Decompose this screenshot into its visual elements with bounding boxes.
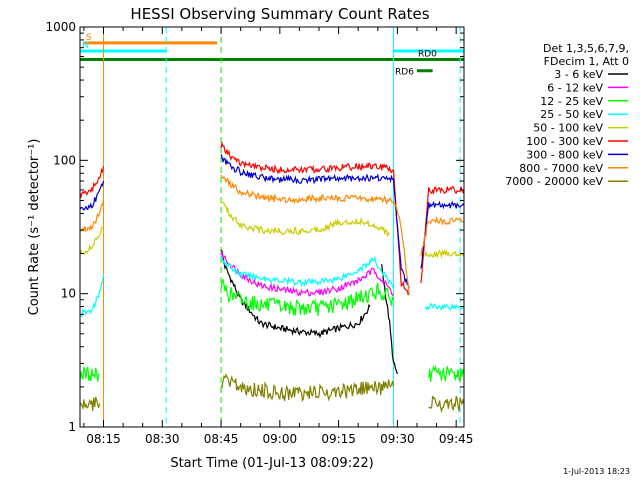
- legend-header: Det 1,3,5,6,7,9,: [543, 42, 629, 55]
- flag-label: N: [82, 41, 89, 51]
- legend-entry: 100 - 300 keV: [526, 135, 603, 148]
- series-line: [79, 396, 101, 412]
- series-line: [220, 278, 395, 317]
- series-line: [79, 274, 105, 318]
- y-axis-label: Count Rate (s⁻¹ detector⁻¹): [27, 139, 42, 316]
- legend-entry: 300 - 800 keV: [526, 148, 603, 161]
- y-tick-label: 1000: [45, 20, 76, 34]
- series-line: [79, 166, 105, 199]
- series-line: [428, 364, 465, 384]
- series-line: [220, 254, 394, 289]
- x-axis-label: Start Time (01-Jul-13 08:09:22): [170, 456, 373, 471]
- legend-entry: 800 - 7000 keV: [519, 162, 603, 175]
- series-line: [220, 140, 410, 296]
- x-tick-label: 09:30: [380, 432, 415, 446]
- x-tick-label: 08:45: [204, 432, 239, 446]
- x-tick-label: 08:30: [145, 432, 180, 446]
- y-tick-label: 10: [61, 287, 76, 301]
- flag-label: RD0: [418, 50, 437, 60]
- series-line: [79, 225, 104, 255]
- y-axis: 1 10 100 1000: [45, 20, 464, 434]
- series-line: [79, 200, 105, 233]
- x-tick-label: 09:45: [439, 432, 474, 446]
- series-line: [220, 249, 371, 339]
- legend-entry: 25 - 50 keV: [540, 108, 603, 121]
- series-line: [220, 174, 410, 294]
- series-line: [220, 154, 410, 289]
- series-line: [220, 200, 391, 238]
- flag-label: RD6: [395, 68, 414, 78]
- series-line: [420, 186, 465, 284]
- flag-label: S: [86, 33, 92, 43]
- series-line: [79, 180, 105, 212]
- series-line: [420, 215, 465, 257]
- marker-lines: [103, 27, 461, 427]
- series-line: [428, 395, 465, 414]
- x-tick-label: 08:15: [86, 432, 121, 446]
- series-line: [424, 302, 465, 312]
- series-line: [381, 264, 398, 375]
- y-tick-label: 1: [68, 420, 76, 434]
- legend-entry: 7000 - 20000 keV: [505, 175, 603, 188]
- series-line: [79, 366, 100, 382]
- x-tick-label: 09:15: [321, 432, 356, 446]
- legend-entry: 3 - 6 keV: [554, 68, 603, 81]
- legend-entry: 12 - 25 keV: [540, 95, 603, 108]
- x-axis: 08:15 08:30 08:45 09:00 09:15 09:30 09:45: [83, 27, 474, 446]
- series-line: [220, 373, 395, 402]
- legend: Det 1,3,5,6,7,9,FDecim 1, Att 03 - 6 keV…: [505, 42, 629, 188]
- y-tick-label: 100: [53, 153, 76, 167]
- series-line: [424, 248, 465, 259]
- x-tick-label: 09:00: [263, 432, 298, 446]
- legend-entry: 50 - 100 keV: [533, 122, 603, 135]
- legend-entry: 6 - 12 keV: [547, 81, 603, 94]
- series-line: [420, 200, 465, 269]
- chart-title: HESSI Observing Summary Count Rates: [130, 5, 429, 23]
- legend-header: FDecim 1, Att 0: [544, 55, 629, 68]
- observing-flags: SN RD6 RD0: [80, 33, 464, 78]
- plot-frame: [79, 26, 465, 428]
- series-line: [220, 251, 394, 297]
- series-lines: [79, 140, 465, 414]
- plot-date-footer: 1-Jul-2013 18:23: [563, 467, 630, 476]
